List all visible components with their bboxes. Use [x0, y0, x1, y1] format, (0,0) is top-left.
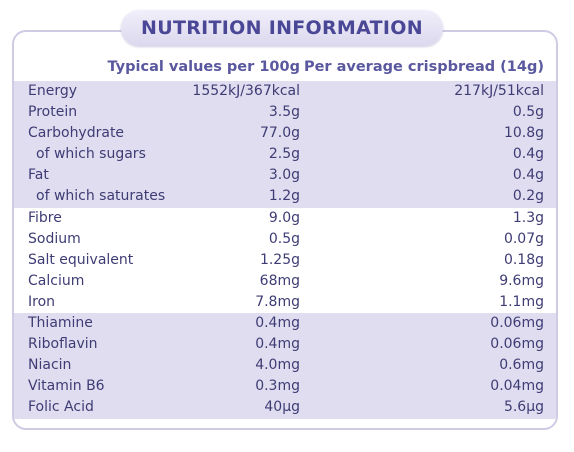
value-per-serving: 0.6mg	[499, 357, 544, 373]
nutrient-label: Carbohydrate	[28, 125, 125, 141]
value-per-serving: 10.8g	[503, 125, 544, 141]
value-per-serving: 0.18g	[503, 252, 544, 268]
nutrient-label: Sodium	[28, 231, 81, 247]
value-per-100g: 1.2g	[268, 188, 300, 204]
nutrient-label: Riboflavin	[28, 336, 98, 352]
nutrition-title: NUTRITION INFORMATION	[121, 10, 443, 46]
table-row: Protein 3.5g 0.5g	[14, 102, 556, 123]
nutrient-label: Fibre	[28, 210, 62, 226]
value-per-serving: 0.06mg	[490, 315, 544, 331]
nutrient-label: Protein	[28, 104, 78, 120]
value-per-serving: 0.4g	[512, 146, 544, 162]
nutrient-label: Fat	[28, 167, 49, 183]
value-per-100g: 0.4mg	[255, 336, 300, 352]
nutrient-label: of which sugars	[36, 146, 146, 162]
nutrient-label: Salt equivalent	[28, 252, 134, 268]
value-per-100g: 3.0g	[268, 167, 300, 183]
table-row: Folic Acid 40µg 5.6µg	[14, 397, 556, 418]
value-per-serving: 9.6mg	[499, 273, 544, 289]
value-per-serving: 0.06mg	[490, 336, 544, 352]
nutrient-group-minerals: Fibre 9.0g 1.3g Sodium 0.5g 0.07g Salt equival…	[14, 208, 556, 313]
value-per-100g: 40µg	[264, 399, 300, 415]
table-row: Iron 7.8mg 1.1mg	[14, 292, 556, 313]
nutrient-label: Energy	[28, 83, 78, 99]
nutrient-group-macros: Energy 1552kJ/367kcal 217kJ/51kcal Protein 3…	[14, 81, 556, 208]
nutrient-group-vitamins: Thiamine 0.4mg 0.06mg Riboflavin 0.4mg 0.06mg…	[14, 313, 556, 419]
nutrient-label: Iron	[28, 294, 56, 310]
value-per-100g: 3.5g	[268, 104, 300, 120]
nutrition-table: Typical values per 100g Per average cris…	[14, 32, 556, 428]
nutrient-label: Vitamin B6	[28, 378, 105, 394]
nutrient-label: Niacin	[28, 357, 72, 373]
table-row: Carbohydrate 77.0g 10.8g	[14, 123, 556, 144]
value-per-serving: 5.6µg	[503, 399, 544, 415]
value-per-100g: 1.25g	[259, 252, 300, 268]
value-per-100g: 0.4mg	[255, 315, 300, 331]
value-per-100g: 7.8mg	[255, 294, 300, 310]
value-per-serving: 0.2g	[512, 188, 544, 204]
table-row: Riboflavin 0.4mg 0.06mg	[14, 334, 556, 355]
value-per-serving: 1.3g	[512, 210, 544, 226]
nutrient-label: of which saturates	[36, 188, 166, 204]
table-row: Sodium 0.5g 0.07g	[14, 229, 556, 250]
nutrient-label: Folic Acid	[28, 399, 94, 415]
value-per-100g: 0.5g	[268, 231, 300, 247]
value-per-serving: 0.07g	[503, 231, 544, 247]
table-row: Vitamin B6 0.3mg 0.04mg	[14, 376, 556, 397]
value-per-serving: 0.04mg	[490, 378, 544, 394]
nutrition-panel: Typical values per 100g Per average cris…	[12, 30, 558, 430]
value-per-100g: 9.0g	[268, 210, 300, 226]
nutrient-label: Calcium	[28, 273, 85, 289]
table-row: Niacin 4.0mg 0.6mg	[14, 355, 556, 376]
table-header: Typical values per 100g Per average cris…	[14, 59, 556, 81]
value-per-serving: 0.4g	[512, 167, 544, 183]
value-per-100g: 77.0g	[259, 125, 300, 141]
header-per-serving: Per average crispbread (14g)	[303, 59, 544, 75]
value-per-100g: 0.3mg	[255, 378, 300, 394]
table-row: Energy 1552kJ/367kcal 217kJ/51kcal	[14, 81, 556, 102]
table-row: Thiamine 0.4mg 0.06mg	[14, 313, 556, 334]
nutrient-label: Thiamine	[28, 315, 93, 331]
value-per-serving: 217kJ/51kcal	[454, 83, 544, 99]
table-row: Calcium 68mg 9.6mg	[14, 271, 556, 292]
table-row: Fat 3.0g 0.4g	[14, 165, 556, 186]
table-row: of which saturates 1.2g 0.2g	[14, 186, 556, 207]
value-per-100g: 68mg	[259, 273, 300, 289]
value-per-100g: 4.0mg	[255, 357, 300, 373]
value-per-100g: 2.5g	[268, 146, 300, 162]
table-row: Salt equivalent 1.25g 0.18g	[14, 250, 556, 271]
header-per-100g: Typical values per 100g	[107, 59, 300, 75]
value-per-100g: 1552kJ/367kcal	[192, 83, 300, 99]
value-per-serving: 0.5g	[512, 104, 544, 120]
value-per-serving: 1.1mg	[499, 294, 544, 310]
table-row: Fibre 9.0g 1.3g	[14, 208, 556, 229]
table-row: of which sugars 2.5g 0.4g	[14, 144, 556, 165]
